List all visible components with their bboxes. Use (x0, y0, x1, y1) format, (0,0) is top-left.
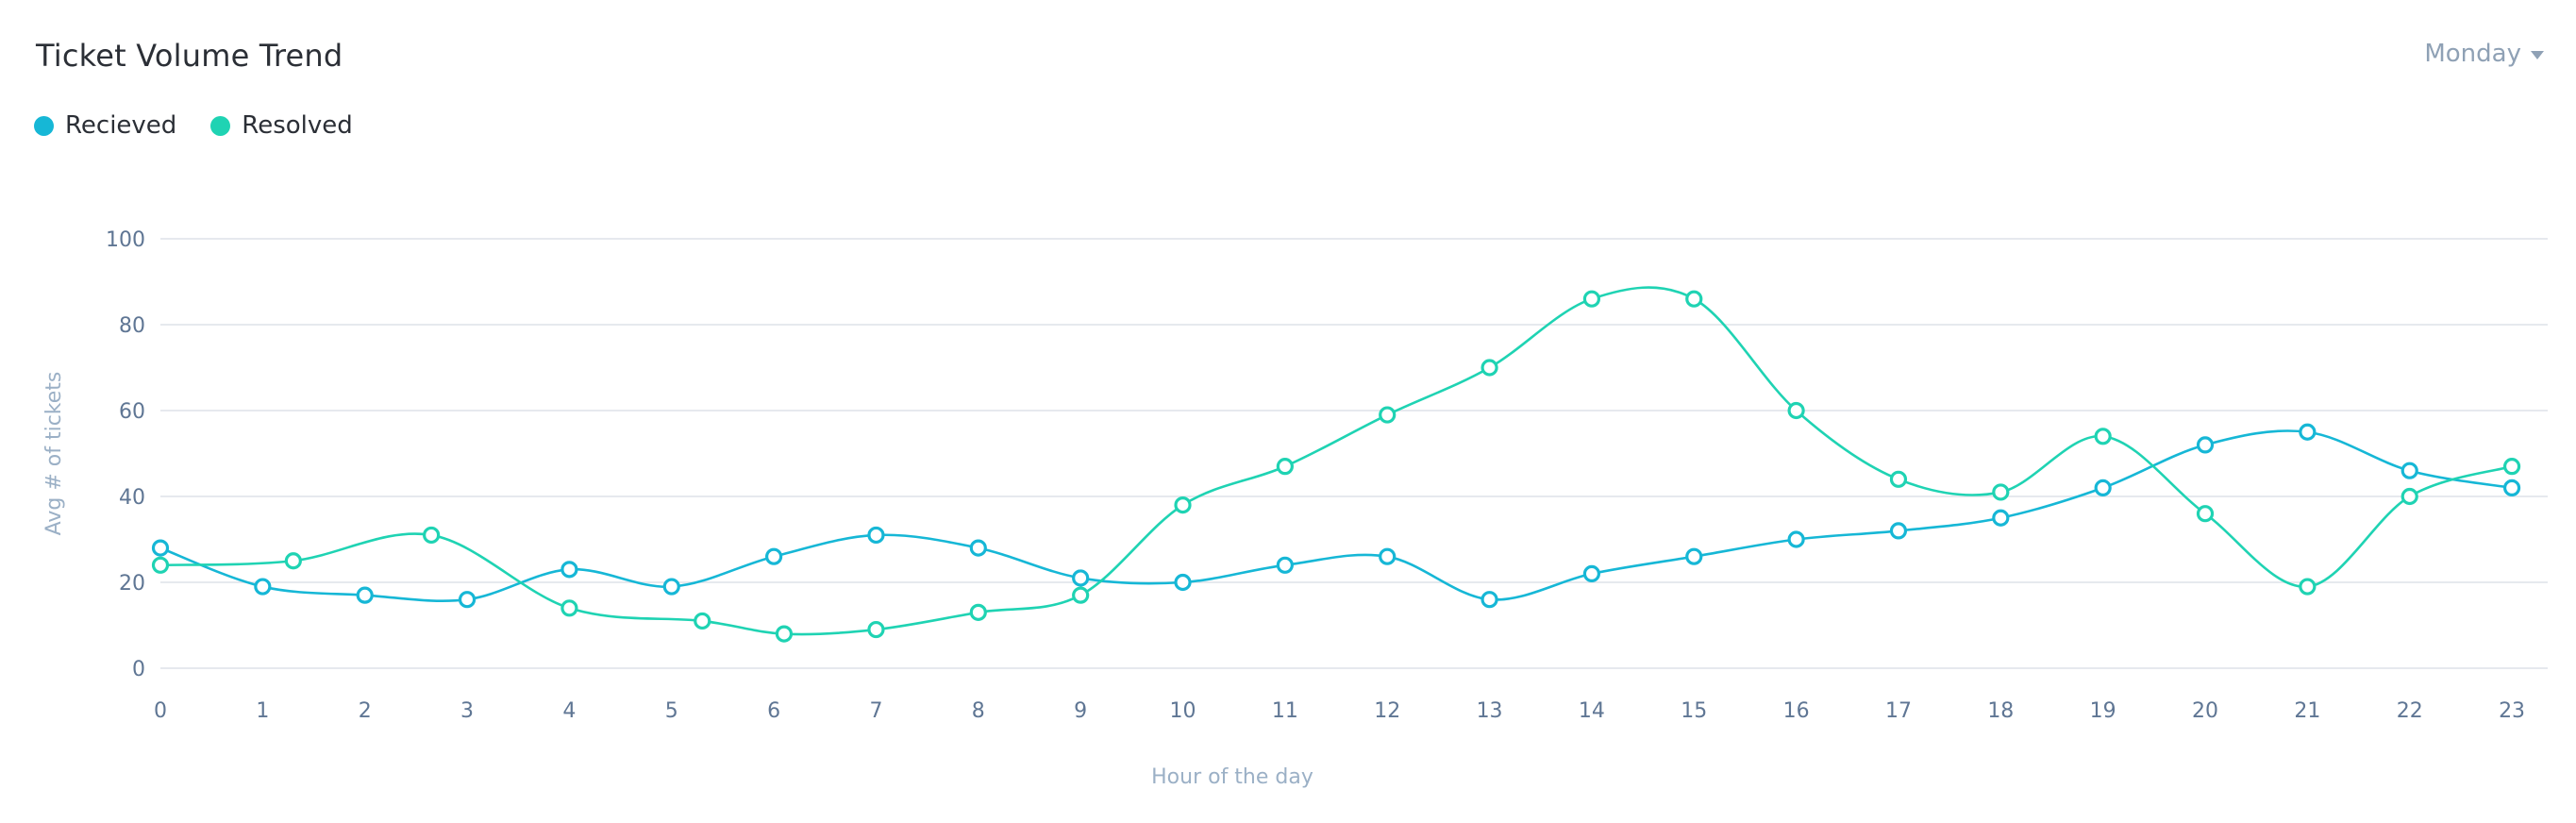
x-tick-label: 7 (869, 699, 882, 723)
data-point-resolved (423, 526, 441, 545)
data-point-recieved (1582, 564, 1601, 583)
x-tick-label: 4 (562, 699, 576, 723)
x-tick-label: 1 (256, 699, 269, 723)
y-axis-title: Avg # of tickets (42, 372, 66, 536)
data-point-resolved (694, 612, 711, 630)
data-point-resolved (1379, 406, 1397, 424)
x-tick-label: 14 (1579, 699, 1605, 723)
data-point-recieved (1480, 591, 1498, 609)
data-point-recieved (2094, 479, 2112, 497)
data-point-recieved (560, 561, 578, 579)
data-point-recieved (2196, 436, 2215, 454)
data-point-resolved (1276, 458, 1294, 476)
data-point-resolved (1582, 290, 1601, 308)
data-point-recieved (1787, 530, 1805, 548)
data-point-recieved (662, 578, 680, 596)
data-point-recieved (458, 591, 477, 609)
day-selector-dropdown[interactable]: Monday (2424, 40, 2544, 68)
x-tick-label: 23 (2499, 699, 2525, 723)
x-tick-label: 16 (1783, 699, 1810, 723)
y-tick-label: 100 (106, 228, 145, 252)
data-point-recieved (1276, 556, 1294, 574)
data-point-resolved (775, 625, 794, 643)
x-tick-label: 20 (2192, 699, 2218, 723)
x-tick-label: 5 (665, 699, 678, 723)
data-point-resolved (1480, 359, 1498, 377)
data-point-resolved (1685, 290, 1703, 308)
chart-legend: Recieved Resolved (34, 111, 353, 140)
x-tick-label: 2 (359, 699, 372, 723)
series-line-recieved (159, 429, 2513, 603)
x-tick-label: 3 (460, 699, 474, 723)
y-tick-label: 20 (119, 572, 145, 596)
x-tick-label: 18 (1987, 699, 2014, 723)
data-point-resolved (2502, 458, 2521, 476)
data-point-resolved (2094, 428, 2112, 445)
data-point-recieved (1174, 573, 1192, 592)
data-point-resolved (1992, 483, 2010, 501)
y-tick-label: 40 (119, 486, 145, 510)
data-point-recieved (2299, 423, 2317, 441)
data-point-resolved (1072, 586, 1090, 604)
data-point-resolved (284, 552, 302, 570)
x-tick-label: 17 (1885, 699, 1912, 723)
data-point-resolved (2299, 578, 2317, 596)
data-point-resolved (560, 599, 578, 617)
x-tick-label: 22 (2397, 699, 2423, 723)
legend-item-recieved[interactable]: Recieved (34, 111, 176, 140)
legend-item-resolved[interactable]: Resolved (210, 111, 353, 140)
data-point-recieved (2400, 462, 2418, 479)
y-tick-label: 0 (132, 658, 145, 681)
data-point-recieved (1072, 569, 1090, 587)
data-point-recieved (1992, 509, 2010, 527)
data-point-resolved (867, 620, 885, 639)
data-point-recieved (356, 586, 374, 604)
x-tick-label: 11 (1272, 699, 1298, 723)
data-point-recieved (1685, 547, 1703, 565)
legend-label-recieved: Recieved (65, 111, 177, 140)
data-point-resolved (1174, 495, 1192, 514)
x-tick-label: 12 (1374, 699, 1400, 723)
data-point-recieved (969, 539, 987, 557)
y-tick-label: 80 (119, 314, 145, 338)
x-tick-label: 6 (767, 699, 780, 723)
x-tick-label: 0 (154, 699, 167, 723)
y-tick-label: 60 (119, 400, 145, 424)
legend-dot-recieved (34, 115, 54, 136)
data-point-resolved (1889, 470, 1908, 488)
data-point-resolved (969, 603, 987, 621)
chart-title: Ticket Volume Trend (36, 38, 343, 74)
data-point-resolved (151, 556, 170, 574)
legend-dot-resolved (210, 115, 231, 136)
x-tick-label: 9 (1074, 699, 1087, 723)
data-point-recieved (1889, 522, 1908, 540)
chevron-down-icon (2531, 51, 2544, 59)
data-point-recieved (765, 547, 783, 565)
day-selector-value: Monday (2424, 40, 2521, 68)
x-tick-label: 15 (1681, 699, 1707, 723)
data-point-resolved (2196, 505, 2215, 523)
data-point-recieved (2502, 479, 2521, 497)
x-tick-label: 10 (1170, 699, 1196, 723)
x-tick-label: 8 (972, 699, 985, 723)
x-tick-label: 21 (2294, 699, 2320, 723)
data-point-recieved (867, 526, 885, 545)
x-tick-label: 13 (1477, 699, 1503, 723)
data-point-resolved (1787, 401, 1805, 420)
data-point-recieved (254, 578, 272, 596)
data-point-recieved (1379, 547, 1397, 565)
x-tick-label: 19 (2090, 699, 2116, 723)
x-axis-title: Hour of the day (1151, 765, 1313, 789)
data-point-recieved (151, 539, 170, 557)
legend-label-resolved: Resolved (242, 111, 353, 140)
data-point-resolved (2400, 487, 2418, 506)
